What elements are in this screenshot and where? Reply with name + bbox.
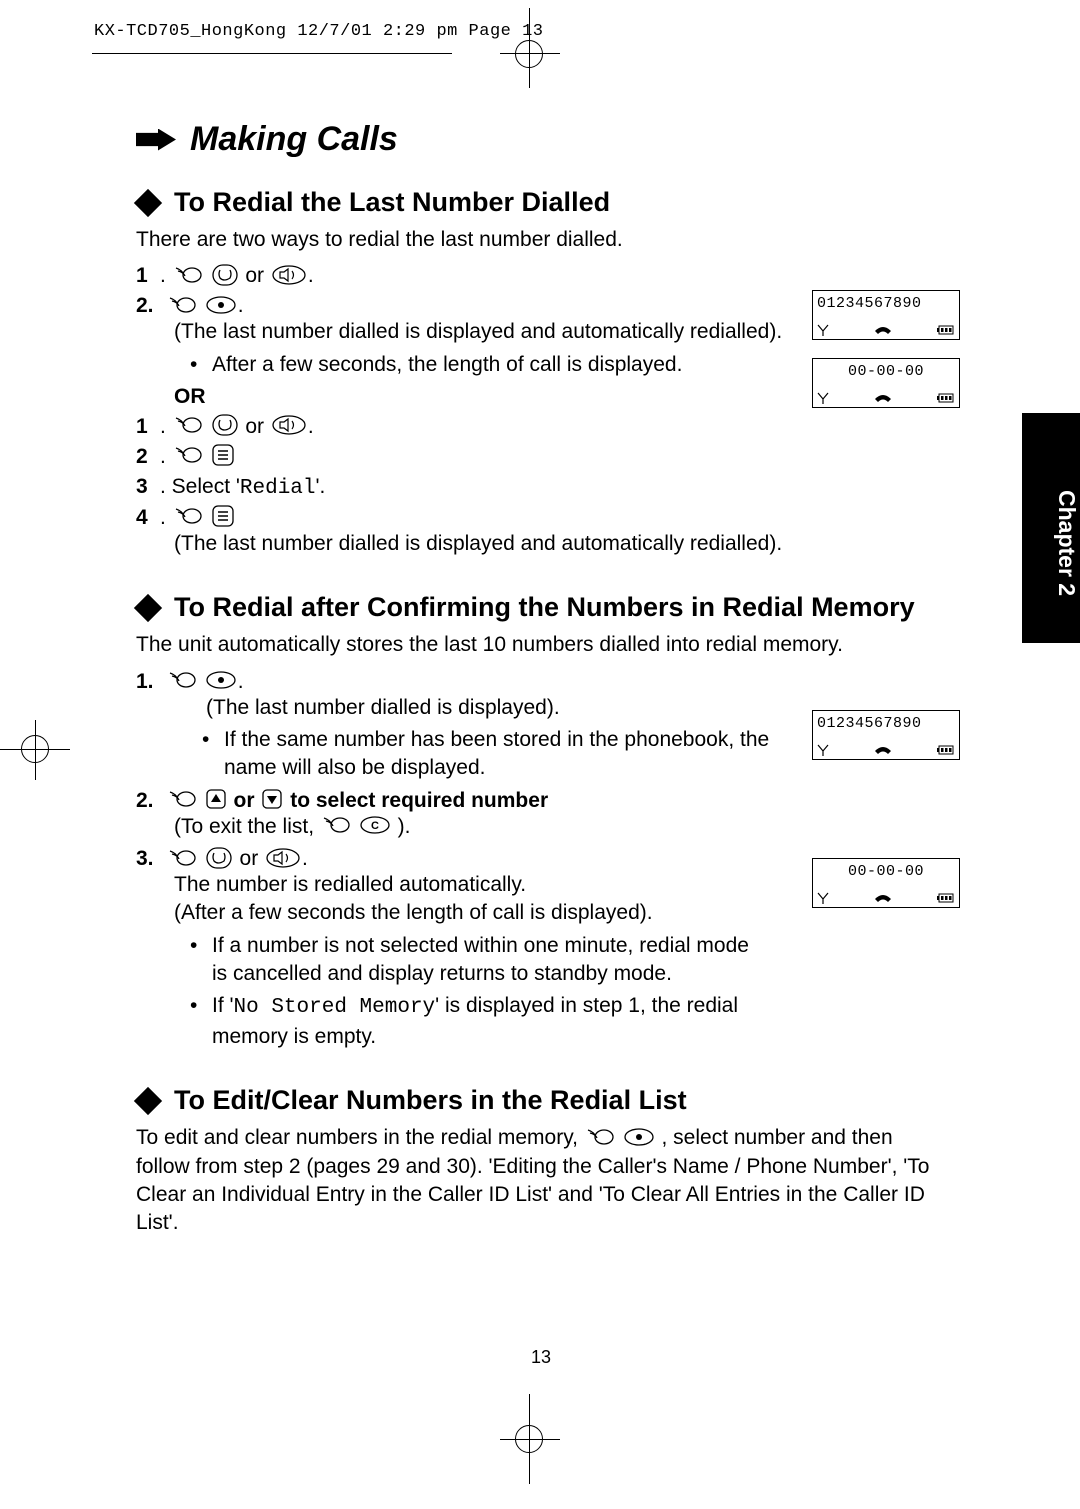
speaker-icon bbox=[266, 847, 300, 869]
or-text: or bbox=[234, 789, 261, 812]
or-label: OR bbox=[174, 385, 946, 409]
section2-intro: The unit automatically stores the last 1… bbox=[136, 631, 946, 659]
step-num: 1 bbox=[136, 415, 160, 439]
mono-text: Redial bbox=[240, 477, 316, 500]
step-num: 1. bbox=[136, 670, 160, 694]
section-title-3: To Edit/Clear Numbers in the Redial List bbox=[174, 1085, 687, 1116]
chapter-tab: Chapter 2 bbox=[1022, 413, 1080, 643]
step-num: 3. bbox=[136, 847, 160, 871]
step-text: Select ' bbox=[172, 475, 240, 498]
press-icon bbox=[168, 294, 196, 316]
step: 3. or . The number is redialled automati… bbox=[136, 847, 946, 1051]
step-num: 2. bbox=[136, 294, 160, 318]
or-text: or bbox=[240, 847, 265, 870]
joystick-center-icon bbox=[206, 669, 236, 691]
step-bold-tail: to select required number bbox=[290, 789, 548, 812]
up-arrow-icon bbox=[206, 788, 226, 810]
step: 1. or . bbox=[136, 264, 946, 288]
step-sub2: (After a few seconds the length of call … bbox=[174, 899, 754, 927]
crop-line-top bbox=[92, 53, 452, 54]
print-header: KX-TCD705_HongKong 12/7/01 2:29 pm Page … bbox=[94, 22, 543, 41]
step-sub: (To exit the list, C ). bbox=[174, 813, 946, 841]
section1-intro: There are two ways to redial the last nu… bbox=[136, 226, 946, 254]
step-num: 1 bbox=[136, 264, 160, 288]
step-sub: (The last number dialled is displayed). bbox=[206, 694, 786, 722]
c-button-icon: C bbox=[360, 814, 390, 836]
talk-icon bbox=[212, 264, 238, 286]
press-icon bbox=[168, 847, 196, 869]
step-num: 3 bbox=[136, 475, 160, 499]
talk-icon bbox=[206, 847, 232, 869]
speaker-icon bbox=[272, 264, 306, 286]
step: 2. or to select required number (To exit… bbox=[136, 789, 946, 841]
step-num: 4 bbox=[136, 506, 160, 530]
bullet: If 'No Stored Memory' is displayed in st… bbox=[184, 992, 764, 1051]
speaker-icon bbox=[272, 414, 306, 436]
sub-post: ). bbox=[398, 815, 411, 838]
body-pre: To edit and clear numbers in the redial … bbox=[136, 1126, 584, 1149]
sub-pre: (To exit the list, bbox=[174, 815, 320, 838]
step-num: 2. bbox=[136, 789, 160, 813]
press-icon bbox=[174, 505, 202, 527]
step-num: 2 bbox=[136, 445, 160, 469]
page-title: Making Calls bbox=[190, 120, 398, 159]
press-icon bbox=[174, 264, 202, 286]
crop-mark-bottom bbox=[500, 1409, 560, 1469]
b2-pre: If ' bbox=[212, 994, 234, 1017]
crop-mark-left bbox=[0, 720, 70, 780]
diamond-icon bbox=[134, 188, 162, 216]
talk-icon bbox=[212, 414, 238, 436]
section-title-1: To Redial the Last Number Dialled bbox=[174, 187, 610, 218]
or-text: or bbox=[245, 264, 270, 287]
diamond-icon bbox=[134, 594, 162, 622]
page-number: 13 bbox=[136, 1347, 946, 1368]
joystick-center-icon bbox=[206, 294, 236, 316]
press-icon bbox=[174, 414, 202, 436]
bullet: After a few seconds, the length of call … bbox=[184, 351, 946, 379]
press-icon bbox=[168, 788, 196, 810]
step: 1. . (The last number dialled is display… bbox=[136, 670, 946, 783]
press-icon bbox=[174, 444, 202, 466]
section-title-2: To Redial after Confirming the Numbers i… bbox=[174, 592, 915, 623]
page-content: Making Calls To Redial the Last Number D… bbox=[136, 120, 946, 1238]
step: 3. Select 'Redial'. bbox=[136, 475, 946, 500]
menu-icon bbox=[212, 444, 234, 466]
step-sub: (The last number dialled is displayed an… bbox=[174, 318, 946, 346]
menu-icon bbox=[212, 505, 234, 527]
step-sub: The number is redialled automatically. bbox=[174, 871, 754, 899]
step: 4. (The last number dialled is displayed… bbox=[136, 506, 946, 558]
step-sub: (The last number dialled is displayed an… bbox=[174, 530, 946, 558]
down-arrow-icon bbox=[262, 788, 282, 810]
step-text-tail: '. bbox=[316, 475, 326, 498]
press-icon bbox=[168, 669, 196, 691]
svg-text:C: C bbox=[371, 820, 379, 832]
or-text: or bbox=[245, 415, 270, 438]
bullet: If the same number has been stored in th… bbox=[196, 726, 776, 783]
arrow-right-icon bbox=[136, 129, 176, 151]
diamond-icon bbox=[134, 1087, 162, 1115]
press-icon bbox=[322, 814, 350, 836]
joystick-center-icon bbox=[624, 1126, 654, 1148]
section3-body: To edit and clear numbers in the redial … bbox=[136, 1124, 946, 1237]
step: 1. or . bbox=[136, 415, 946, 439]
bullet: If a number is not selected within one m… bbox=[184, 932, 764, 989]
step: 2. . (The last number dialled is display… bbox=[136, 294, 946, 409]
press-icon bbox=[586, 1126, 614, 1148]
step: 2. bbox=[136, 445, 946, 469]
mono-text: No Stored Memory bbox=[234, 996, 436, 1019]
